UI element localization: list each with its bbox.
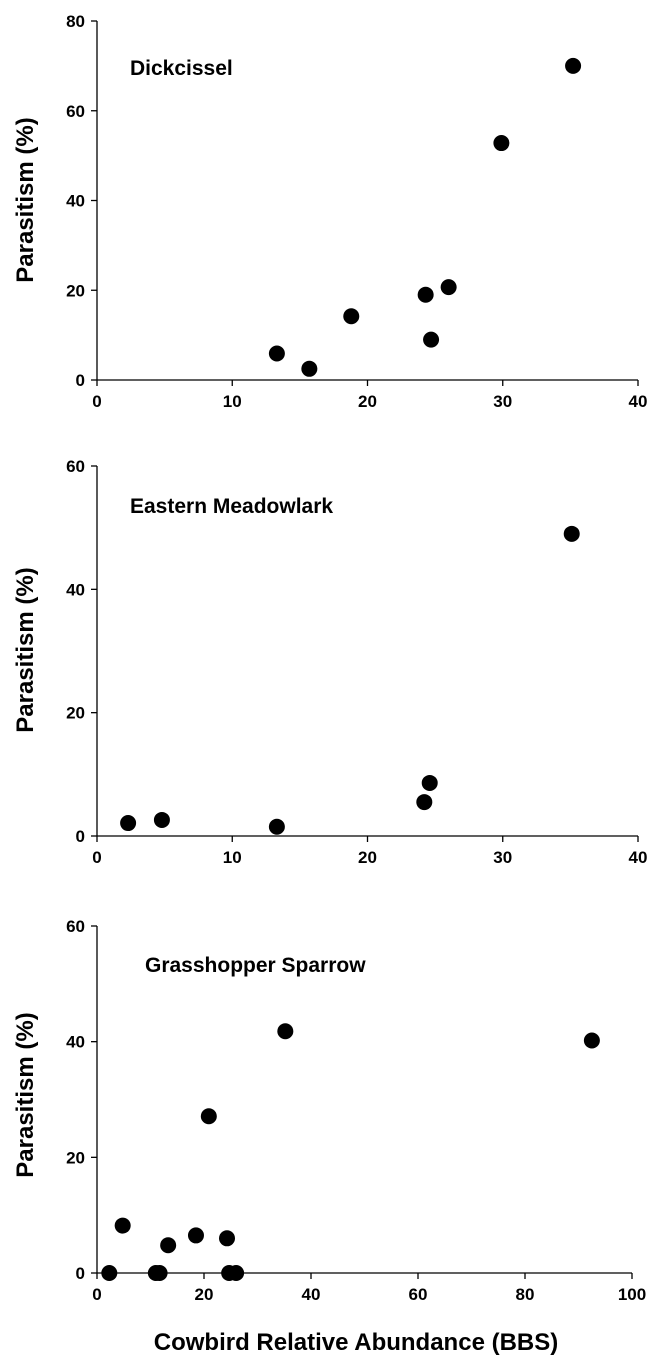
data-point xyxy=(120,815,137,832)
x-tick-label: 0 xyxy=(92,392,101,411)
data-point xyxy=(187,1227,204,1244)
x-tick-label: 40 xyxy=(302,1285,321,1304)
data-point xyxy=(114,1217,131,1234)
panel-dickcissel: 0 20 40 60 80 0 10 20 30 40 Dickcissel Parasitism (… xyxy=(12,12,647,411)
data-point xyxy=(417,286,434,303)
data-point xyxy=(101,1265,118,1281)
x-tick-label: 20 xyxy=(358,392,377,411)
panel-title: Grasshopper Sparrow xyxy=(145,954,366,977)
data-point xyxy=(563,525,580,542)
y-tick-label: 60 xyxy=(66,102,85,121)
panel-title: Dickcissel xyxy=(130,57,233,80)
y-tick-label: 20 xyxy=(66,1148,85,1167)
data-point xyxy=(583,1032,600,1049)
x-tick-label: 60 xyxy=(409,1285,428,1304)
data-point xyxy=(277,1023,294,1040)
y-tick-label: 60 xyxy=(66,457,85,476)
panel-grasshopper-sparrow: 0 20 40 60 0 20 40 60 80 100 Grasshopper Sparrow Pa… xyxy=(12,917,646,1356)
data-point xyxy=(153,811,170,828)
data-point xyxy=(423,331,440,348)
data-point xyxy=(421,774,438,791)
x-tick-label: 80 xyxy=(516,1285,535,1304)
x-tick-label: 0 xyxy=(92,848,101,867)
data-point xyxy=(343,308,360,325)
x-axis-label: Cowbird Relative Abundance (BBS) xyxy=(154,1329,558,1356)
x-tick-label: 20 xyxy=(195,1285,214,1304)
data-point xyxy=(440,279,457,296)
data-point xyxy=(200,1108,217,1125)
data-point xyxy=(301,360,318,377)
data-point xyxy=(219,1230,236,1247)
y-tick-label: 0 xyxy=(76,371,85,390)
data-point xyxy=(151,1265,168,1281)
y-tick-label: 40 xyxy=(66,192,85,211)
x-tick-label: 40 xyxy=(629,392,648,411)
panel-eastern-meadowlark: 0 20 40 60 0 10 20 30 40 Eastern Meadowlark Parasi… xyxy=(12,457,647,867)
x-tick-label: 30 xyxy=(493,848,512,867)
y-tick-label: 40 xyxy=(66,580,85,599)
x-tick-label: 10 xyxy=(223,848,242,867)
y-tick-label: 20 xyxy=(66,281,85,300)
data-point xyxy=(268,818,285,835)
data-point xyxy=(493,135,510,152)
x-tick-label: 40 xyxy=(629,848,648,867)
y-tick-label: 40 xyxy=(66,1033,85,1052)
data-point xyxy=(268,345,285,362)
data-point xyxy=(565,57,582,74)
x-tick-label: 100 xyxy=(618,1285,646,1304)
y-tick-label: 20 xyxy=(66,704,85,723)
data-point xyxy=(228,1265,245,1281)
y-tick-label: 0 xyxy=(76,827,85,846)
y-axis-label: Parasitism (%) xyxy=(12,117,39,282)
x-tick-label: 20 xyxy=(358,848,377,867)
panel-title: Eastern Meadowlark xyxy=(130,495,333,518)
x-tick-label: 0 xyxy=(92,1285,101,1304)
y-tick-label: 80 xyxy=(66,12,85,31)
x-tick-label: 10 xyxy=(223,392,242,411)
data-point xyxy=(160,1237,177,1254)
y-tick-label: 60 xyxy=(66,917,85,936)
data-point xyxy=(416,794,433,811)
y-axis-label: Parasitism (%) xyxy=(12,1012,39,1177)
y-tick-label: 0 xyxy=(76,1264,85,1283)
y-axis-label: Parasitism (%) xyxy=(12,567,39,732)
x-tick-label: 30 xyxy=(493,392,512,411)
